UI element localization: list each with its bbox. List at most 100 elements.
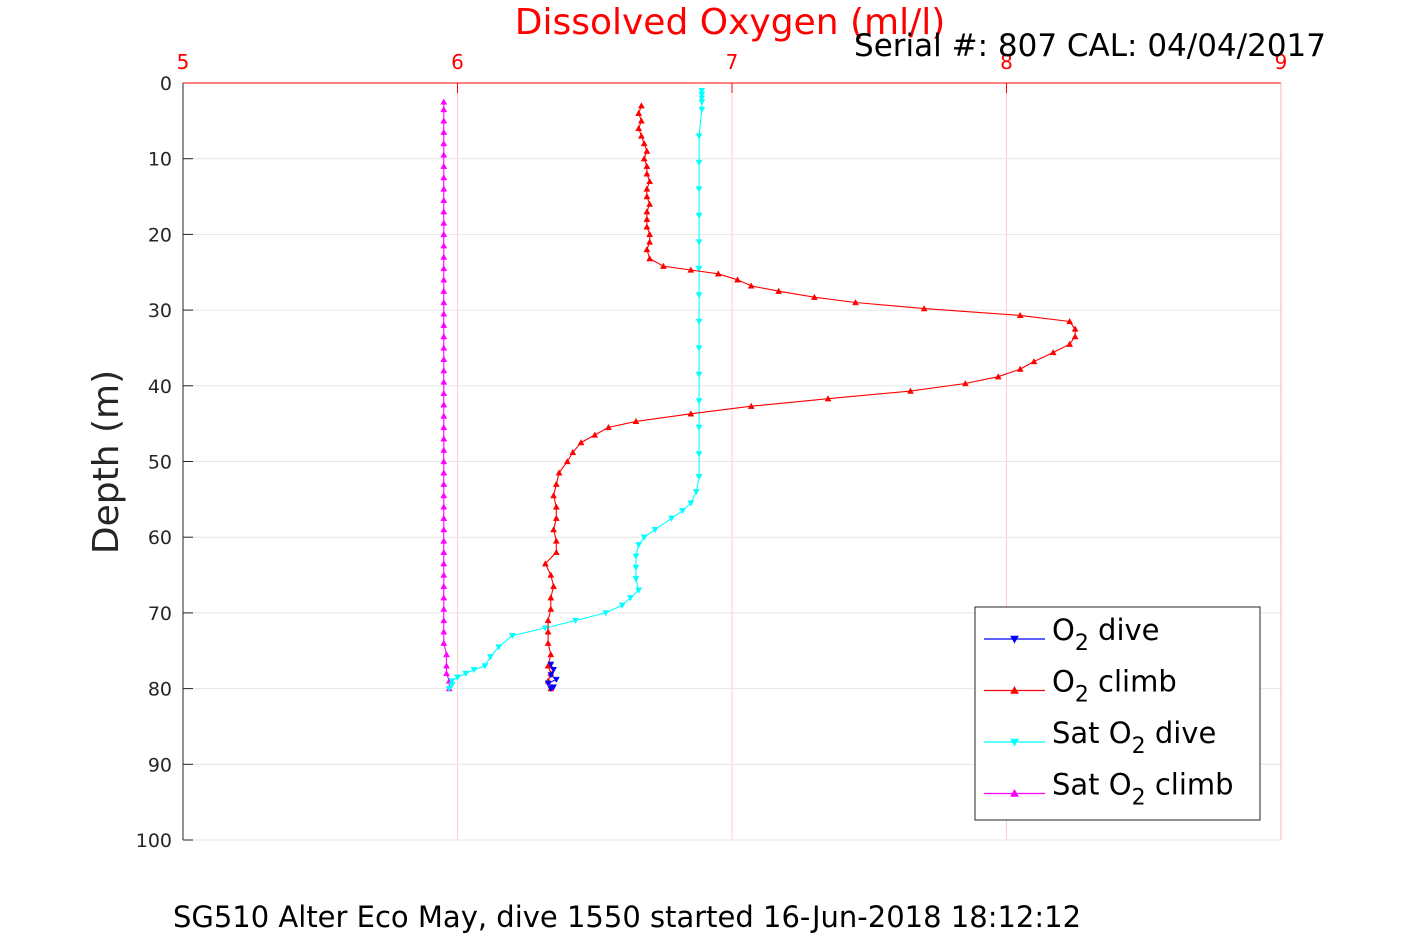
data-point bbox=[541, 625, 549, 632]
data-point bbox=[961, 380, 969, 387]
data-point bbox=[640, 140, 648, 147]
legend-entry: Sat O2 dive bbox=[984, 716, 1216, 759]
data-point bbox=[440, 185, 448, 192]
x-tick-label: 7 bbox=[726, 50, 739, 74]
data-point bbox=[679, 508, 687, 515]
data-point bbox=[1066, 340, 1074, 347]
data-point bbox=[646, 255, 654, 262]
dive-caption: SG510 Alter Eco May, dive 1550 started 1… bbox=[173, 900, 1081, 934]
data-point bbox=[1030, 358, 1038, 365]
y-axis-label: Depth (m) bbox=[86, 370, 127, 554]
data-point bbox=[440, 264, 448, 272]
series-2 bbox=[445, 87, 706, 693]
data-point bbox=[602, 610, 610, 617]
data-point bbox=[440, 208, 448, 215]
data-point bbox=[692, 489, 700, 496]
data-point bbox=[440, 594, 448, 601]
data-point bbox=[440, 196, 448, 203]
data-point bbox=[454, 674, 461, 681]
data-point bbox=[544, 616, 552, 624]
data-point bbox=[555, 469, 563, 476]
data-point bbox=[552, 480, 560, 487]
data-point bbox=[443, 662, 450, 669]
data-point bbox=[440, 480, 448, 487]
data-point bbox=[440, 526, 448, 533]
data-point bbox=[695, 473, 703, 481]
axes bbox=[182, 82, 1282, 841]
data-point bbox=[487, 654, 494, 661]
data-point bbox=[643, 215, 651, 222]
data-point bbox=[635, 109, 643, 116]
data-point bbox=[747, 402, 755, 409]
data-point bbox=[440, 105, 448, 113]
data-point bbox=[440, 117, 448, 124]
legend-label: O2 dive bbox=[1052, 613, 1160, 656]
data-point bbox=[695, 265, 703, 272]
data-point bbox=[547, 571, 555, 578]
data-point bbox=[440, 435, 448, 442]
data-point bbox=[550, 492, 557, 499]
data-point bbox=[640, 534, 648, 541]
data-point bbox=[643, 193, 651, 200]
data-point bbox=[632, 576, 640, 583]
data-point bbox=[550, 667, 557, 674]
data-point bbox=[1066, 317, 1074, 325]
data-point bbox=[643, 208, 651, 215]
data-point bbox=[552, 514, 560, 521]
data-point bbox=[698, 95, 706, 102]
legend-entry: Sat O2 climb bbox=[984, 768, 1234, 811]
data-point bbox=[577, 439, 585, 446]
data-point bbox=[646, 230, 654, 238]
data-point bbox=[462, 670, 470, 677]
legend-label: O2 climb bbox=[1052, 665, 1177, 708]
data-point bbox=[695, 398, 703, 405]
data-point bbox=[695, 186, 703, 193]
data-point bbox=[440, 151, 448, 158]
data-point bbox=[643, 170, 651, 177]
data-point bbox=[440, 628, 448, 635]
data-point bbox=[440, 514, 448, 521]
y-tick-label: 10 bbox=[148, 149, 172, 171]
data-point bbox=[569, 448, 577, 456]
data-point bbox=[440, 174, 448, 181]
data-point bbox=[1071, 325, 1079, 332]
data-point bbox=[440, 503, 448, 510]
series-1 bbox=[541, 102, 1079, 692]
data-point bbox=[440, 389, 448, 397]
data-point bbox=[572, 617, 579, 624]
data-point bbox=[668, 515, 676, 522]
legend-label: Sat O2 climb bbox=[1052, 768, 1234, 811]
data-point bbox=[646, 177, 654, 185]
legend-label-subscript: 2 bbox=[1075, 631, 1089, 656]
legend-label-suffix: climb bbox=[1089, 665, 1177, 699]
data-point bbox=[443, 669, 450, 677]
data-point bbox=[445, 685, 453, 693]
data-point bbox=[632, 553, 640, 560]
data-point bbox=[443, 651, 450, 658]
data-point bbox=[695, 292, 703, 299]
chart-title: Dissolved Oxygen (ml/l) bbox=[515, 2, 946, 43]
data-point bbox=[440, 276, 448, 283]
data-point bbox=[440, 469, 448, 476]
data-point bbox=[747, 282, 755, 289]
data-point bbox=[440, 457, 448, 465]
data-point bbox=[440, 378, 448, 385]
data-point bbox=[687, 410, 695, 417]
legend-label-main: O bbox=[1052, 613, 1075, 647]
legend-swatch-marker bbox=[1010, 685, 1019, 694]
data-point bbox=[481, 663, 489, 670]
data-point bbox=[695, 133, 703, 140]
data-point bbox=[618, 602, 626, 609]
data-point bbox=[440, 401, 448, 408]
data-point bbox=[643, 185, 651, 192]
y-tick-labels: 0 10 20 30 40 50 60 70 80 90 100 bbox=[136, 73, 172, 852]
data-point bbox=[659, 262, 667, 269]
data-point bbox=[440, 253, 448, 260]
data-point bbox=[440, 560, 448, 567]
data-point bbox=[448, 682, 456, 689]
data-point bbox=[547, 672, 555, 679]
data-point bbox=[714, 270, 722, 277]
data-point bbox=[440, 310, 448, 317]
series-3 bbox=[440, 98, 453, 692]
data-point bbox=[440, 230, 448, 238]
